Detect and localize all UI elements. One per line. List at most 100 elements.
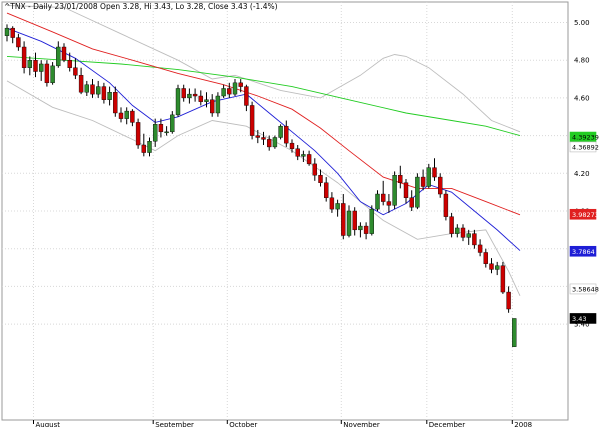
value-box-label: 4.36892 [572, 143, 599, 151]
candle-body [39, 63, 44, 72]
candle-body [95, 86, 101, 95]
candle-body [495, 265, 500, 270]
value-box [569, 141, 597, 153]
ma-fast-line [6, 27, 521, 251]
candle-body [164, 131, 169, 134]
candle-body [318, 174, 323, 183]
candle-body [466, 233, 471, 238]
value-box-label: 3.43 [572, 315, 586, 323]
candle-body [312, 163, 317, 176]
candle-body [375, 193, 380, 210]
candle-body [44, 63, 50, 84]
candle-body [489, 263, 494, 270]
candle-body [420, 176, 426, 187]
candle-body [101, 86, 107, 100]
candle-body [113, 92, 118, 114]
value-box [569, 245, 597, 257]
candle-body [443, 193, 449, 217]
candle-body [335, 203, 340, 210]
candle-body [278, 125, 283, 138]
x-tick-label: December [429, 421, 465, 427]
candle-body [118, 112, 124, 119]
value-box [569, 208, 597, 220]
candle-body [124, 110, 129, 119]
candle-body [329, 197, 335, 210]
value-box [569, 283, 597, 295]
bollinger-upper-line [6, 5, 521, 133]
candle-body [209, 99, 215, 114]
value-box-label: 3.98273 [572, 211, 599, 219]
candle-body [249, 105, 255, 136]
candle-body [363, 225, 369, 234]
candle-body [238, 82, 243, 87]
candle-body [158, 124, 164, 133]
candle-body [386, 201, 392, 206]
value-box [569, 313, 597, 324]
candle-body [27, 60, 32, 68]
candle-body [50, 65, 55, 84]
x-tick-label: August [36, 421, 61, 427]
candle-body [10, 27, 15, 38]
candle-body [341, 203, 346, 236]
candle-body [409, 197, 414, 208]
candle-body [84, 84, 90, 93]
candle-body [261, 137, 266, 140]
candle-body [255, 135, 261, 138]
candle-body [147, 141, 152, 153]
candle-body [295, 148, 300, 157]
candle-body [192, 93, 198, 97]
candle-body [187, 93, 192, 99]
candle-body [135, 122, 141, 146]
candle-body [512, 318, 517, 347]
candle-body [403, 182, 409, 199]
candle-body [415, 176, 420, 208]
candle-body [449, 216, 454, 234]
x-tick-label: September [155, 421, 194, 427]
y-tick-label: 3.40 [574, 321, 590, 329]
candle-body [130, 110, 135, 123]
candle-body [4, 27, 10, 36]
candle-body [306, 154, 312, 165]
value-box-label: 3.7864 [572, 248, 595, 256]
y-tick-label: 4.20 [574, 170, 590, 178]
candle-body [432, 167, 437, 178]
candle-body [107, 92, 112, 100]
chart-header: ^TNX - Daily 23/01/2008 Open 3.28, Hi 3.… [4, 2, 278, 11]
x-tick-label: 2008 [514, 421, 532, 427]
candle-body [170, 114, 175, 133]
candle-body [61, 46, 67, 61]
candle-body [506, 291, 511, 310]
candle-body [381, 193, 386, 202]
candle-body [455, 227, 460, 234]
candle-body [141, 144, 147, 153]
candle-body [392, 174, 397, 206]
candle-body [267, 139, 272, 148]
candle-body [227, 88, 232, 95]
candle-body [284, 125, 289, 144]
y-tick-label: 4.80 [574, 57, 590, 65]
y-tick-label: 4.60 [574, 94, 590, 102]
candle-body [460, 227, 466, 238]
candle-body [472, 233, 477, 246]
candlesticks [4, 24, 517, 347]
candle-body [221, 88, 226, 97]
candle-body [426, 167, 431, 187]
x-tick-label: October [229, 421, 257, 427]
candle-body [21, 46, 27, 68]
candle-body [398, 174, 403, 183]
candle-body [204, 99, 209, 102]
candle-body [500, 265, 506, 293]
candle-body [56, 46, 61, 67]
candle-body [438, 176, 443, 195]
candle-body [175, 88, 181, 116]
candle-body [324, 182, 329, 199]
ma-slow-line [6, 55, 521, 137]
candle-body [73, 67, 78, 76]
candle-body [181, 88, 186, 99]
candle-body [198, 95, 204, 102]
candle-body [272, 137, 278, 148]
